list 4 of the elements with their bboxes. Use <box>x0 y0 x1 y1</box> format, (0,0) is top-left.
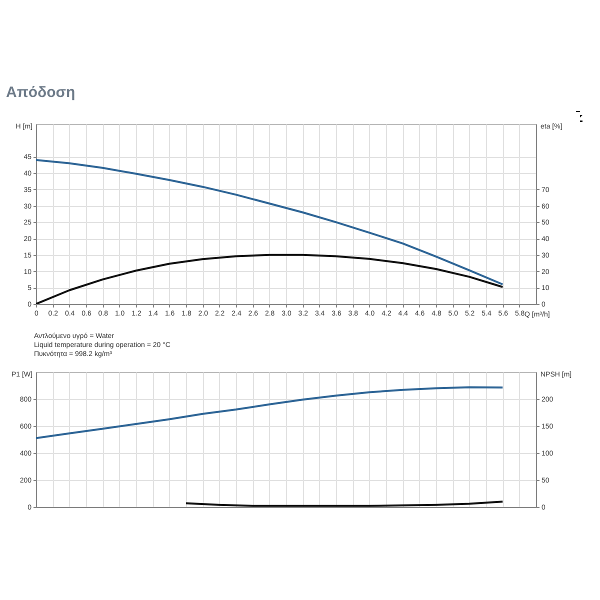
line-series <box>36 254 504 304</box>
chart-title: Απόδοση <box>6 84 76 101</box>
line-series <box>36 159 504 286</box>
line-series <box>36 386 504 440</box>
